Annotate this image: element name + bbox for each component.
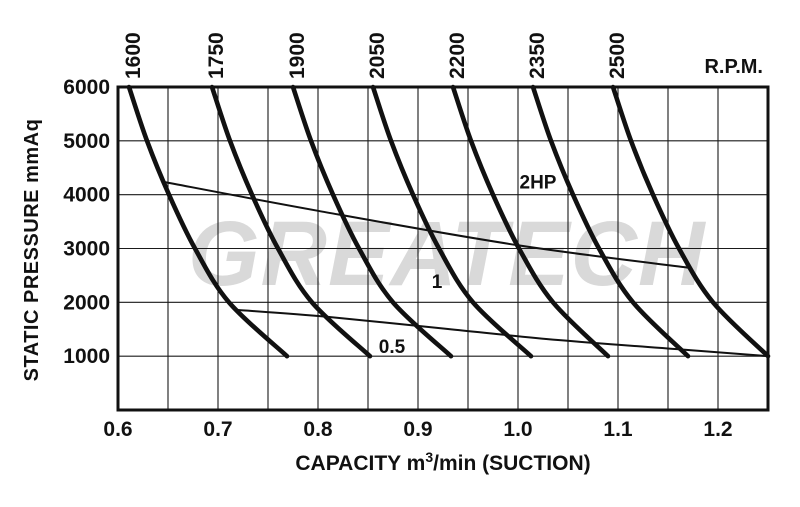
- rpm-label-1900: 1900: [286, 32, 309, 79]
- hp-zone-label-2hp: 2HP: [520, 173, 557, 194]
- rpm-curve-1750: [209, 84, 373, 359]
- y-tick-label: 1000: [63, 345, 110, 368]
- rpm-curve-1600: [126, 84, 290, 359]
- rpm-curve-2200: [450, 84, 611, 359]
- x-tick-label: 0.9: [403, 418, 432, 441]
- x-tick-label: 0.7: [203, 418, 232, 441]
- x-tick-label: 1.2: [703, 418, 732, 441]
- y-tick-label: 5000: [63, 130, 110, 153]
- x-axis-title: CAPACITY m3/min (SUCTION): [295, 449, 590, 475]
- rpm-label-1750: 1750: [205, 32, 228, 79]
- y-tick-label: 3000: [63, 238, 110, 261]
- hp-boundary-2hp-line: [162, 180, 691, 269]
- plot-border: [116, 85, 770, 412]
- rpm-label-1600: 1600: [122, 32, 145, 79]
- rpm-label-2350: 2350: [526, 32, 549, 79]
- hp-zone-label-0.5: 0.5: [379, 337, 406, 358]
- y-tick-label: 6000: [63, 76, 110, 99]
- rpm-label-2500: 2500: [606, 32, 629, 79]
- rpm-curve-2500: [610, 84, 771, 359]
- rpm-label-2050: 2050: [366, 32, 389, 79]
- y-tick-label: 2000: [63, 291, 110, 314]
- x-tick-label: 0.8: [303, 418, 333, 441]
- rpm-curve-1900: [290, 84, 454, 359]
- x-tick-label: 1.1: [603, 418, 633, 441]
- x-tick-label: 0.6: [103, 418, 132, 441]
- rpm-curve-2350: [530, 84, 691, 359]
- rpm-axis-caption: R.P.M.: [704, 56, 763, 78]
- y-tick-label: 4000: [63, 184, 110, 207]
- x-tick-label: 1.0: [503, 418, 532, 441]
- rpm-curve-2050: [370, 84, 534, 359]
- hp-zone-label-1: 1: [432, 272, 443, 293]
- rpm-label-2200: 2200: [446, 32, 469, 79]
- y-axis-title: STATIC PRESSURE mmAq: [21, 119, 43, 382]
